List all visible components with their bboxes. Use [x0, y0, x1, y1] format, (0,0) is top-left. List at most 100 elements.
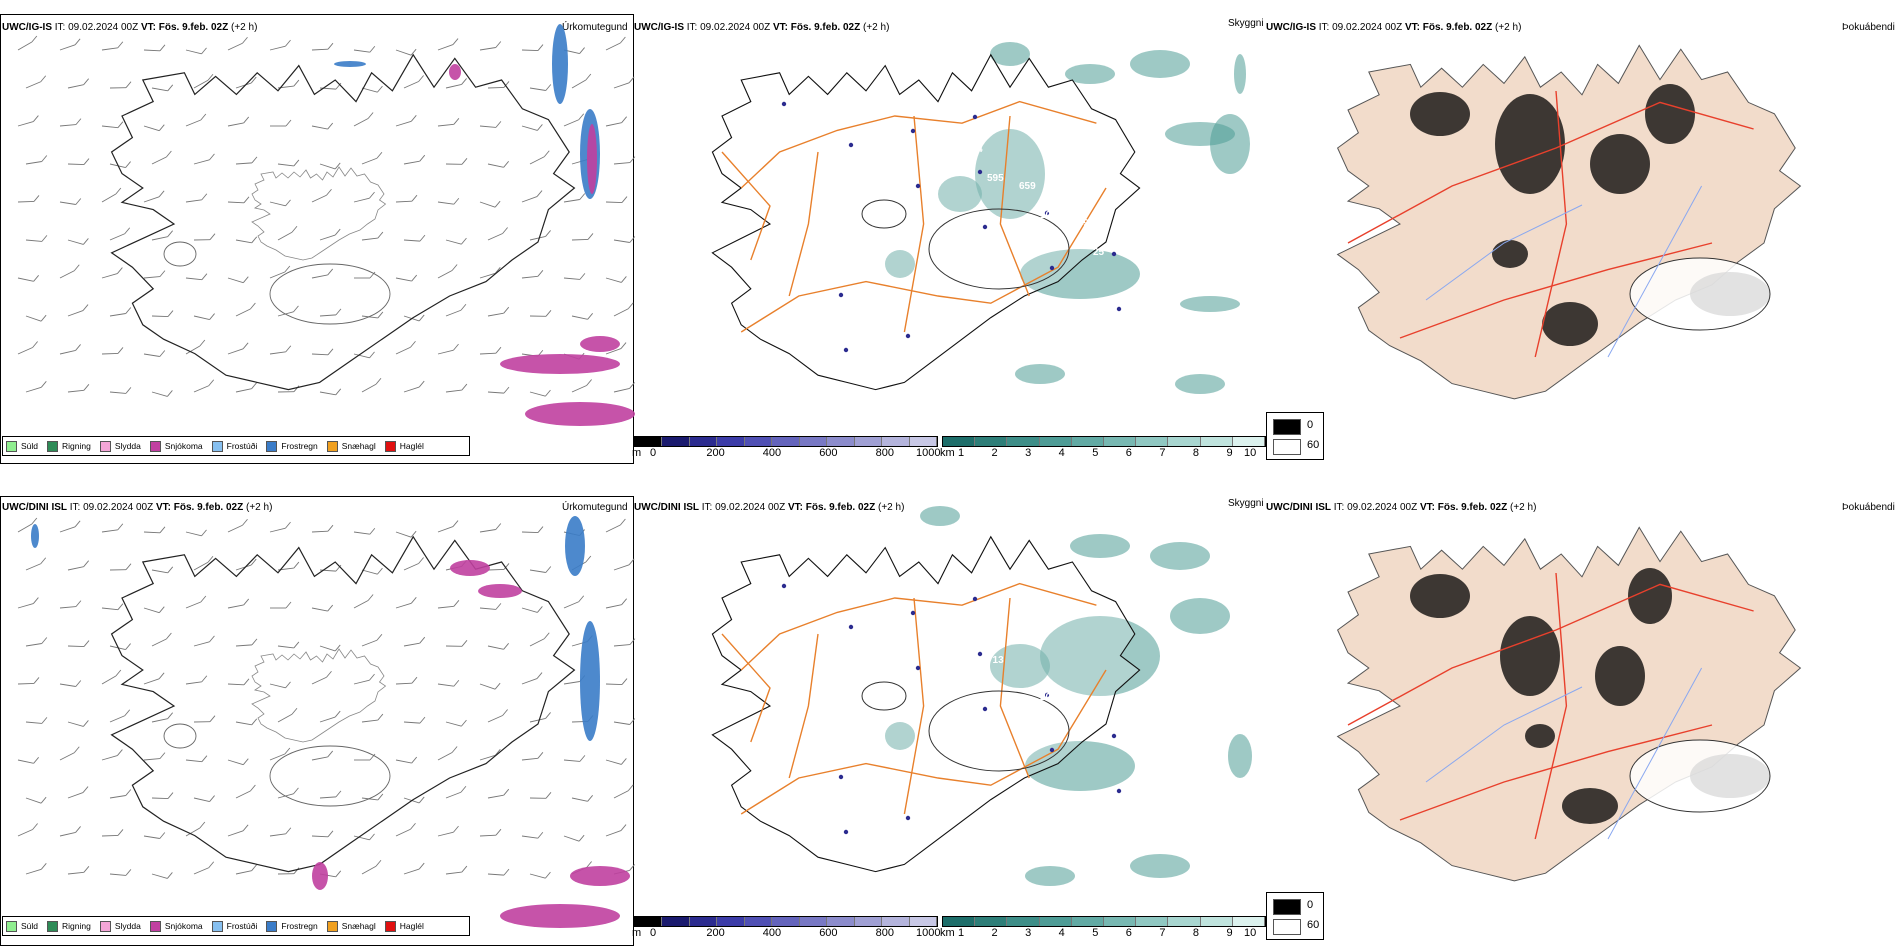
- wind-barb: [67, 566, 84, 571]
- wind-barb: [487, 873, 504, 876]
- wind-barb-flag: [115, 187, 122, 195]
- road-line: [1347, 583, 1754, 726]
- wind-barb: [563, 119, 579, 127]
- wind-barb-flag: [167, 390, 173, 397]
- wind-barb: [151, 156, 167, 165]
- wind-barb: [605, 759, 622, 765]
- glacier-outline: [861, 681, 907, 711]
- legend-item-frostregn: Frostregn: [266, 920, 318, 932]
- low-visibility-area: [885, 250, 915, 278]
- wind-barb-flag: [579, 273, 586, 280]
- colorbar-cell: [1200, 437, 1233, 446]
- wind-barb: [151, 873, 168, 879]
- colorbar-tick: 800: [875, 927, 894, 939]
- elevation-point: [781, 583, 787, 589]
- wind-barb: [25, 81, 41, 89]
- wind-barb: [353, 531, 370, 535]
- legend-label: Frostúði: [226, 921, 258, 931]
- fog-title-bottom: Þokuábendi: [1842, 502, 1895, 513]
- wind-barb-flag: [327, 750, 334, 758]
- precip-snow: [312, 862, 328, 890]
- wind-barb: [353, 835, 370, 841]
- wind-barb: [361, 87, 378, 93]
- wind-barb: [445, 239, 462, 245]
- wind-barb: [151, 718, 168, 723]
- precip-snow: [500, 354, 620, 374]
- wind-barb-flag: [453, 197, 460, 205]
- precip-freezing-rain: [31, 524, 39, 548]
- wind-barb-flag: [159, 832, 166, 839]
- wind-barb-flag: [377, 793, 384, 801]
- wind-barb: [479, 834, 497, 837]
- colorbar-cell: [882, 917, 910, 926]
- wind-barb-flag: [494, 749, 501, 756]
- wind-barb: [605, 348, 622, 355]
- legend-item-rigning: Rigning: [47, 440, 91, 452]
- colorbar-tick: 4: [1058, 447, 1065, 459]
- glacier-outline: [251, 166, 387, 261]
- fog-indicator-high: [1410, 574, 1470, 618]
- road-line: [903, 597, 925, 815]
- wind-barb: [25, 161, 42, 165]
- wind-barb: [319, 391, 336, 396]
- river-line: [1607, 667, 1703, 840]
- wind-barb-flag: [291, 225, 298, 233]
- wind-barb-flag: [73, 746, 80, 754]
- legend-item-súld: Súld: [6, 920, 38, 932]
- precip-map: [17, 516, 636, 928]
- wind-barb-flag: [125, 563, 132, 571]
- colorbar-cell: [975, 917, 1008, 926]
- wind-barb: [235, 308, 251, 317]
- wind-barb-flag: [621, 276, 627, 283]
- wind-barb-flag: [75, 826, 81, 833]
- wind-barb-flag: [377, 85, 383, 93]
- wind-barb: [445, 791, 462, 799]
- wind-barb: [605, 201, 623, 204]
- wind-barb-flag: [83, 238, 89, 245]
- wind-barb-flag: [41, 717, 48, 724]
- wind-barb-flag: [327, 348, 334, 356]
- wind-barb: [269, 833, 286, 837]
- wind-barb: [17, 682, 35, 685]
- wind-barb-flag: [293, 385, 300, 393]
- colorbar-strip: [634, 916, 938, 927]
- wind-barb-flag: [285, 521, 291, 529]
- low-visibility-area: [1210, 114, 1250, 174]
- header-fog-top: UWC/IG-IS IT: 09.02.2024 00Z VT: Fös. 9.…: [1266, 22, 1522, 33]
- wind-barb: [277, 231, 293, 241]
- colorbar-cell: [943, 437, 976, 446]
- wind-barb-flag: [75, 344, 81, 351]
- wind-barb: [445, 871, 462, 875]
- colorbar-tick: 1000: [916, 447, 941, 459]
- wind-barb: [17, 603, 34, 609]
- fog-label-60: 60: [1307, 919, 1320, 931]
- road-line: [788, 151, 819, 297]
- wind-barb-flag: [367, 112, 374, 119]
- wind-barb-flag: [242, 276, 249, 283]
- wind-barb: [311, 48, 329, 51]
- wind-barb-flag: [41, 235, 48, 242]
- wind-barb: [311, 676, 327, 685]
- wind-barb-flag: [537, 270, 544, 277]
- wind-barb-flag: [327, 604, 334, 612]
- wind-barb: [269, 201, 286, 207]
- wind-barb-flag: [411, 194, 418, 202]
- wind-barb-flag: [40, 75, 47, 83]
- wind-barb-flag: [32, 341, 38, 348]
- visibility-value-label: 20: [1040, 692, 1052, 703]
- wind-barb: [277, 713, 293, 723]
- wind-barb: [487, 715, 503, 723]
- wind-barb-flag: [285, 827, 292, 835]
- wind-barb: [227, 348, 244, 355]
- colorbar-cell: [799, 917, 828, 926]
- wind-barb-flag: [418, 557, 424, 564]
- wind-barb-flag: [419, 234, 426, 242]
- wind-barb: [437, 270, 453, 279]
- wind-barb-flag: [291, 707, 298, 715]
- precip-legend-bottom: Súld Rigning Slydda Snjókoma Frostúði Frostre…: [2, 916, 470, 936]
- wind-barb: [101, 834, 119, 837]
- colorbar-tick: 200: [706, 927, 725, 939]
- wind-barb: [529, 87, 546, 91]
- wind-barb-flag: [115, 669, 122, 677]
